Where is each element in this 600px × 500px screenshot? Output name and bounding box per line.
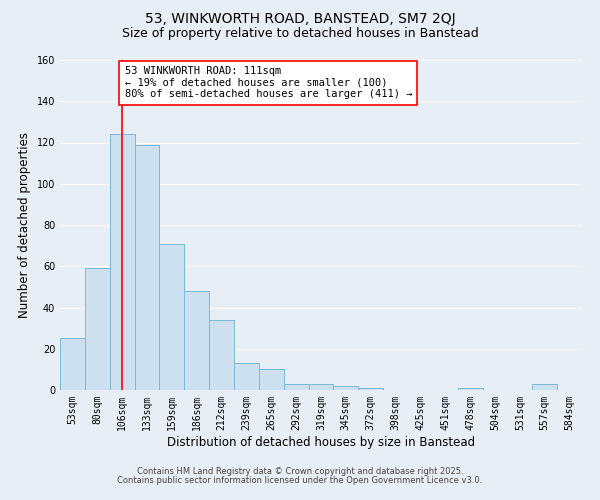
Text: Contains public sector information licensed under the Open Government Licence v3: Contains public sector information licen…: [118, 476, 482, 485]
Bar: [134, 144, 160, 390]
Bar: [209, 320, 234, 390]
Text: 53, WINKWORTH ROAD, BANSTEAD, SM7 2QJ: 53, WINKWORTH ROAD, BANSTEAD, SM7 2QJ: [145, 12, 455, 26]
Bar: [259, 370, 284, 390]
Bar: [60, 338, 85, 390]
Bar: [85, 268, 110, 390]
X-axis label: Distribution of detached houses by size in Banstead: Distribution of detached houses by size …: [167, 436, 475, 448]
Bar: [358, 388, 383, 390]
Bar: [458, 388, 482, 390]
Bar: [308, 384, 334, 390]
Bar: [110, 134, 134, 390]
Text: Size of property relative to detached houses in Banstead: Size of property relative to detached ho…: [122, 28, 478, 40]
Text: 53 WINKWORTH ROAD: 111sqm
← 19% of detached houses are smaller (100)
80% of semi: 53 WINKWORTH ROAD: 111sqm ← 19% of detac…: [125, 66, 412, 100]
Bar: [160, 244, 184, 390]
Text: Contains HM Land Registry data © Crown copyright and database right 2025.: Contains HM Land Registry data © Crown c…: [137, 467, 463, 476]
Bar: [334, 386, 358, 390]
Bar: [532, 384, 557, 390]
Y-axis label: Number of detached properties: Number of detached properties: [18, 132, 31, 318]
Bar: [234, 363, 259, 390]
Bar: [284, 384, 308, 390]
Bar: [184, 291, 209, 390]
